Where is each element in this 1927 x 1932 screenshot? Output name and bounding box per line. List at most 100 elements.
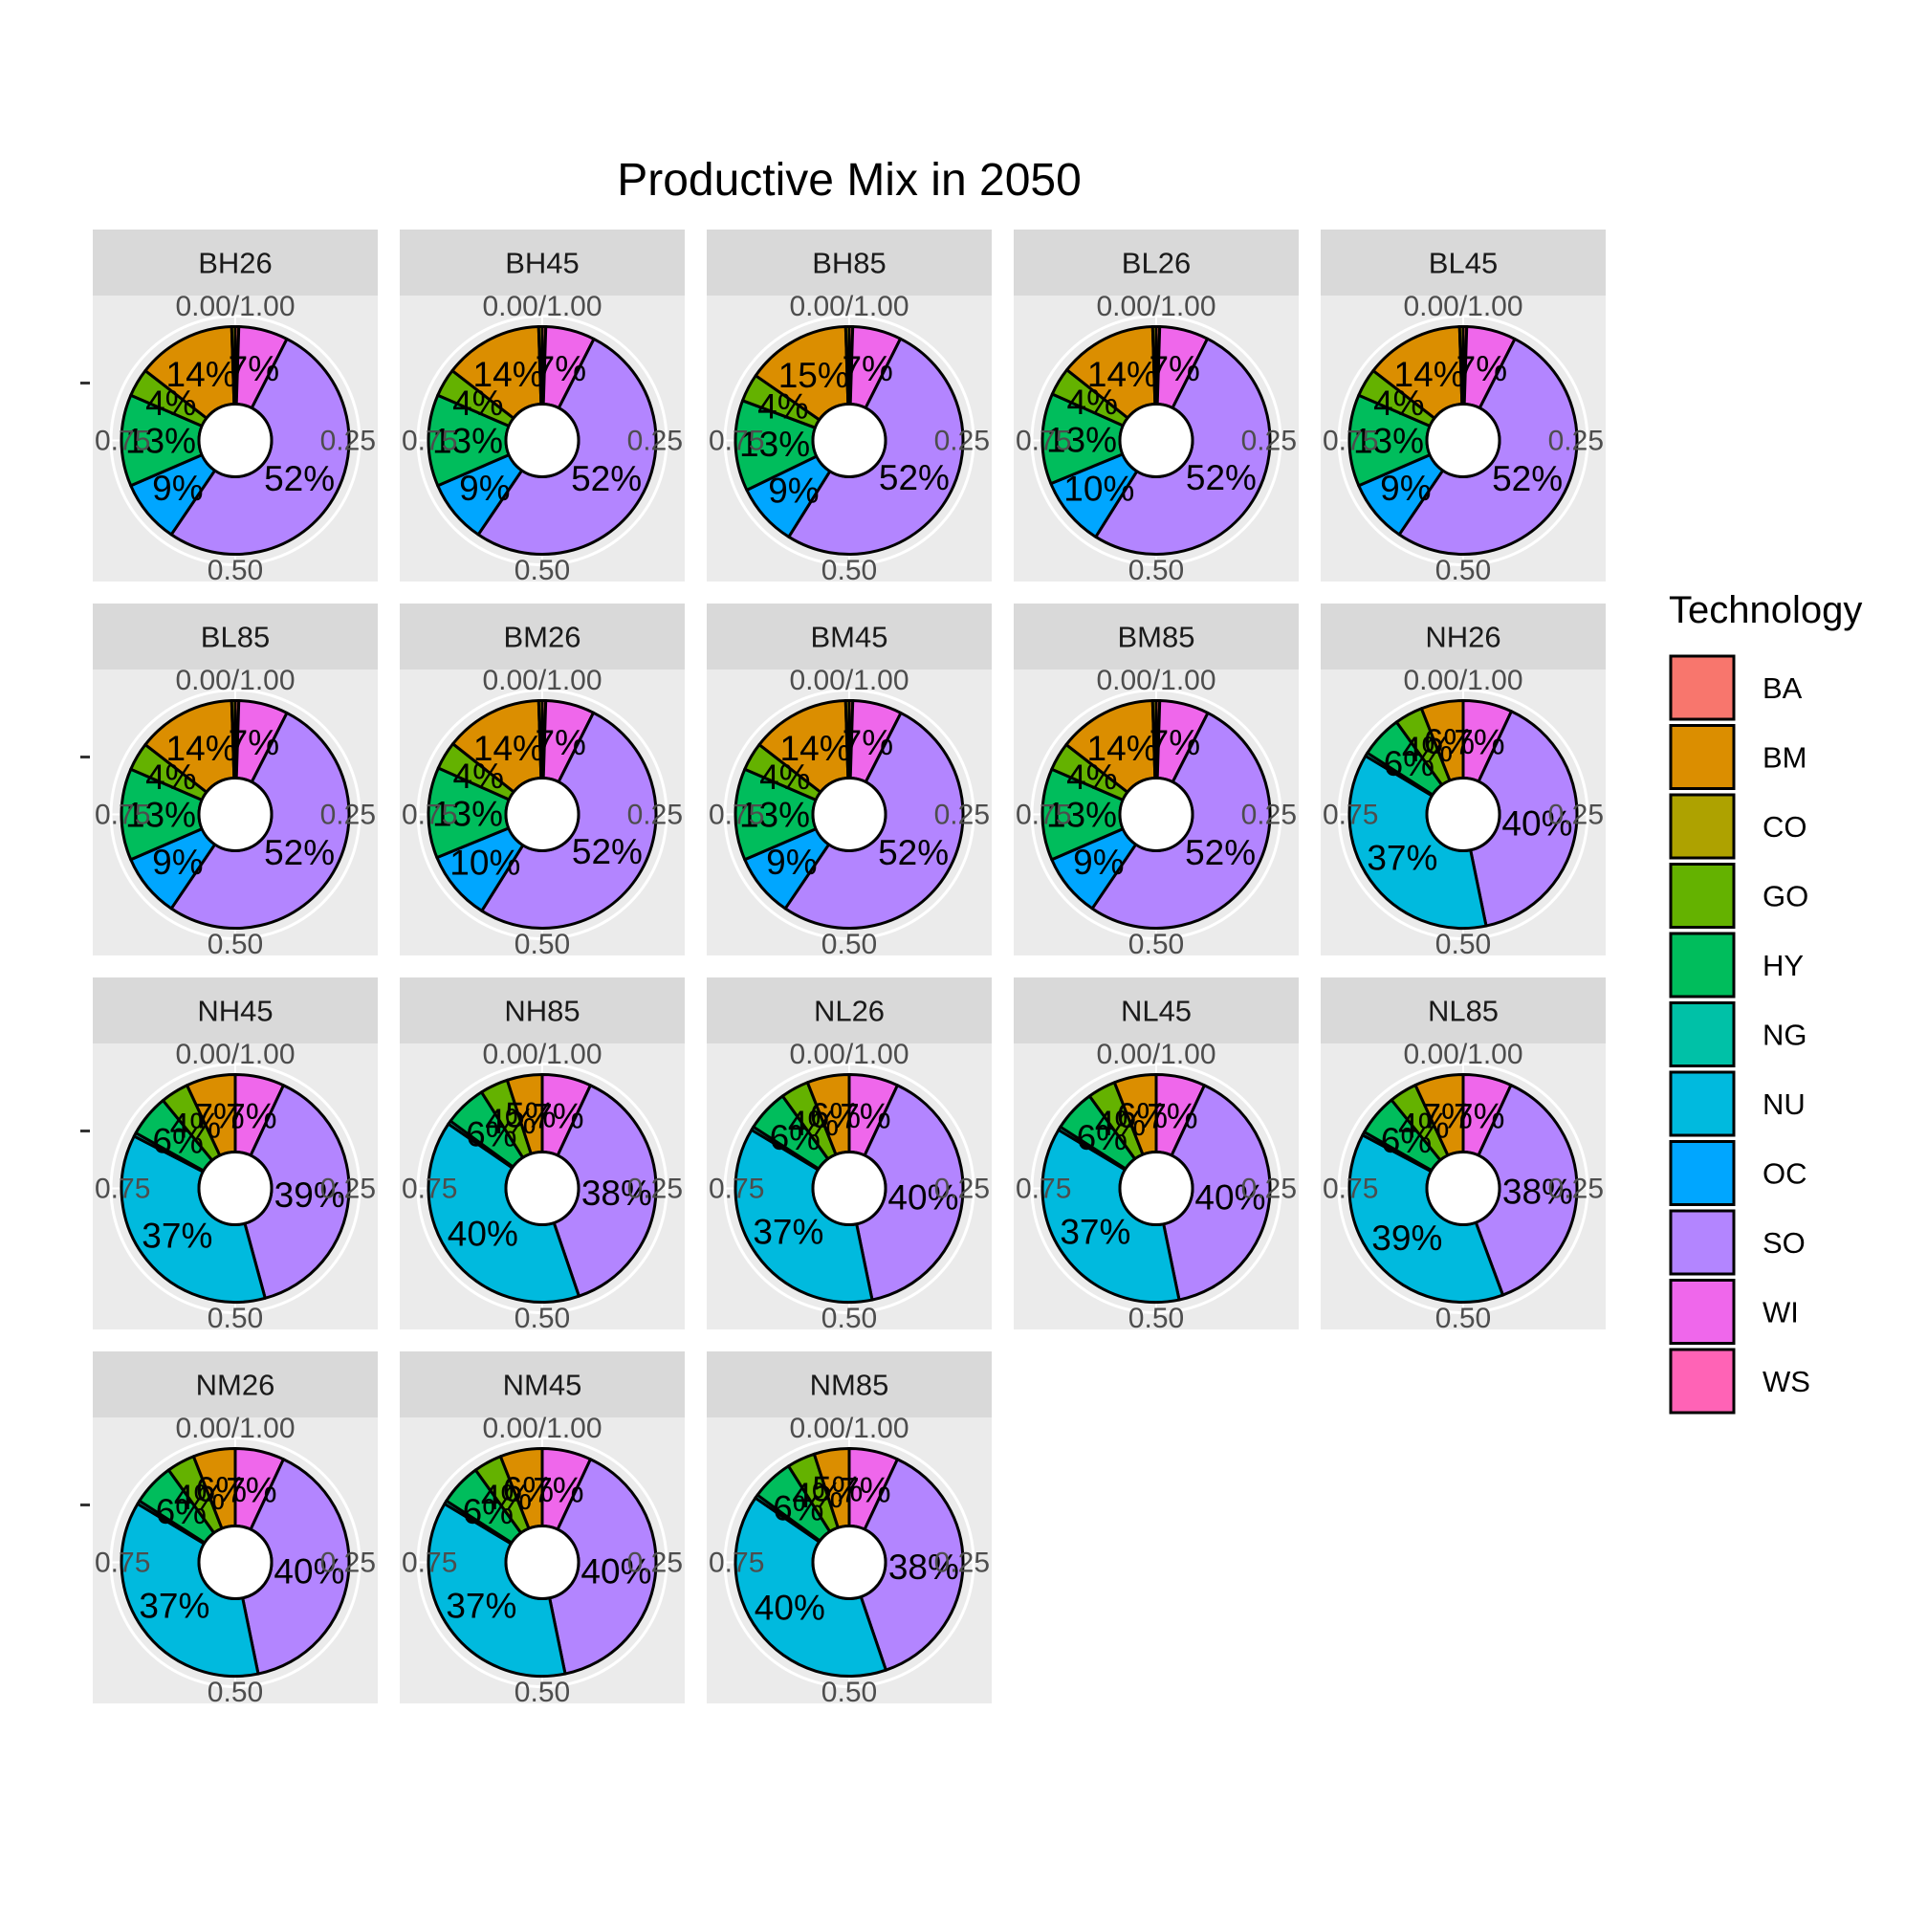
axis-tick-label: 0.25 [934, 426, 990, 457]
slice-label-wi: 7% [1149, 349, 1199, 388]
legend-item-go: GO [1669, 863, 1808, 929]
slice-label-hy: 13% [125, 422, 196, 461]
legend-key [1669, 1070, 1736, 1137]
axis-tick-label: 0.75 [95, 1174, 150, 1205]
slice-label-go: 4% [757, 386, 808, 426]
axis-tick-label: 0.75 [95, 1548, 150, 1579]
axis-tick-label: 0.25 [1241, 426, 1297, 457]
axis-tick-label: 0.25 [1241, 800, 1297, 831]
legend-label: WS [1763, 1365, 1810, 1398]
slice-label-oc: 9% [1073, 843, 1124, 882]
legend-key [1669, 1140, 1736, 1206]
axis-tick-label: 0.50 [208, 929, 263, 960]
axis-tick-label: 0.00/1.00 [1096, 291, 1215, 322]
slice-label-go: 4% [170, 1107, 221, 1146]
axis-tick-label: 0.00/1.00 [175, 1039, 295, 1070]
facet-strip-label: NM85 [810, 1369, 889, 1402]
axis-tick-label: 0.75 [402, 1548, 457, 1579]
slice-label-go: 4% [759, 757, 810, 797]
axis-tick-label: 0.50 [1435, 929, 1491, 960]
slice-label-hy: 13% [1353, 422, 1424, 461]
slice-label-go: 4% [1067, 383, 1118, 422]
slice-label-wi: 7% [1454, 722, 1504, 761]
legend-label: WI [1763, 1296, 1799, 1329]
axis-tick-label: 0.75 [709, 1548, 764, 1579]
slice-label-bm: 7% [1421, 1096, 1472, 1135]
facet-strip-label: NM45 [503, 1369, 582, 1402]
slice-label-wi: 7% [535, 723, 585, 762]
legend-key [1669, 863, 1736, 929]
axis-tick-label: 0.00/1.00 [482, 665, 602, 696]
axis-tick-label: 0.00/1.00 [175, 291, 295, 322]
slice-label-nu: 40% [755, 1589, 825, 1628]
facet-strip [1014, 977, 1299, 1043]
legend-label: GO [1763, 880, 1808, 913]
slice-label-go: 4% [453, 757, 504, 796]
facet-strip [1321, 230, 1606, 296]
legend-item-hy: HY [1669, 932, 1804, 999]
facet-strip-label: BM45 [811, 621, 888, 654]
axis-tick-label: 0.50 [515, 1303, 570, 1334]
axis-tick-label: 0.25 [1241, 1174, 1297, 1205]
slice-label-bm: 14% [780, 729, 851, 768]
slice-label-bm: 6% [810, 1096, 861, 1135]
donut-hole [197, 777, 274, 852]
slice-label-wi: 7% [840, 1096, 890, 1135]
facet-strip [1321, 977, 1606, 1043]
facet-panel-nl45: NL45 7% 40% 37% 6%4%6% 0.00/1.00 0.25 0.50 0.75 [1014, 977, 1299, 1334]
donut-hole [504, 1525, 580, 1600]
axis-tick-label: 0.50 [821, 1303, 877, 1334]
legend-title: Technology [1669, 589, 1862, 631]
slice-label-wi: 7% [1456, 349, 1507, 388]
axis-tick-label: 0.50 [515, 1677, 570, 1708]
facet-panel-nl85: NL85 7% 38% 39% 6%4%7% 0.00/1.00 0.25 0.50 0.75 [1321, 977, 1606, 1334]
slice-label-so: 38% [888, 1548, 959, 1587]
slice-label-bm: 5% [505, 1095, 556, 1134]
donut-hole [1425, 403, 1501, 478]
slice-label-wi: 7% [226, 1470, 276, 1509]
slice-label-nu: 37% [1060, 1213, 1130, 1252]
donut-hole [811, 777, 887, 852]
facet-panel-bl26: BL26 7% 52% 10% 13%4%14% 0.00/1.00 0.25 0.50 0.7… [1014, 230, 1299, 586]
slice-label-bm: 14% [1087, 729, 1158, 768]
donut-hole [1425, 1151, 1501, 1226]
slice-label-hy: 13% [1046, 420, 1117, 459]
slice-label-so: 40% [580, 1552, 651, 1592]
slice-label-go: 4% [174, 1478, 225, 1517]
facet-panel-bm26: BM26 7% 52% 10% 13%4%14% 0.00/1.00 0.25 0.50 0.7… [400, 604, 685, 960]
legend-item-bm: BM [1669, 724, 1807, 790]
legend-key [1669, 654, 1736, 721]
donut-hole [197, 1525, 274, 1600]
axis-tick-label: 0.00/1.00 [1403, 291, 1522, 322]
legend-label: CO [1763, 810, 1807, 844]
slice-label-nu: 40% [448, 1215, 518, 1254]
facet-strip [400, 604, 685, 670]
slice-label-bm: 6% [1117, 1096, 1168, 1135]
axis-tick-label: 0.75 [1323, 426, 1378, 457]
slice-label-hy: 6% [463, 1492, 514, 1531]
facet-panel-nh45: NH45 7% 39% 37% 6%4%7% 0.00/1.00 0.25 0.50 0.75 [80, 977, 378, 1334]
slice-label-wi: 7% [533, 1470, 583, 1509]
slice-label-oc: 9% [768, 472, 819, 511]
slice-label-hy: 6% [466, 1114, 516, 1153]
facet-strip-label: BH45 [505, 247, 580, 280]
slice-label-bm: 15% [778, 356, 849, 395]
slice-label-wi: 7% [1147, 1096, 1197, 1135]
legend-item-oc: OC [1669, 1140, 1807, 1206]
slice-label-wi: 7% [843, 723, 893, 762]
slice-label-so: 52% [264, 833, 335, 872]
axis-tick-label: 0.00/1.00 [789, 665, 909, 696]
slice-label-oc: 9% [459, 469, 510, 508]
axis-tick-label: 0.75 [709, 1174, 764, 1205]
facet-strip [400, 977, 685, 1043]
slice-label-go: 4% [145, 384, 196, 423]
slice-label-bm: 14% [1087, 355, 1158, 394]
donut-hole [197, 1151, 274, 1226]
axis-tick-label: 0.50 [1128, 1303, 1184, 1334]
axis-tick-label: 0.00/1.00 [789, 1413, 909, 1444]
axis-tick-label: 0.50 [515, 929, 570, 960]
axis-tick-label: 0.25 [627, 800, 683, 831]
facet-panel-bh26: BH26 7% 52% 9% 13%4%14% 0.00/1.00 0.25 0.50 0.75 [80, 230, 378, 586]
slice-label-nu: 39% [1371, 1218, 1442, 1258]
slice-label-wi: 7% [533, 1096, 583, 1135]
